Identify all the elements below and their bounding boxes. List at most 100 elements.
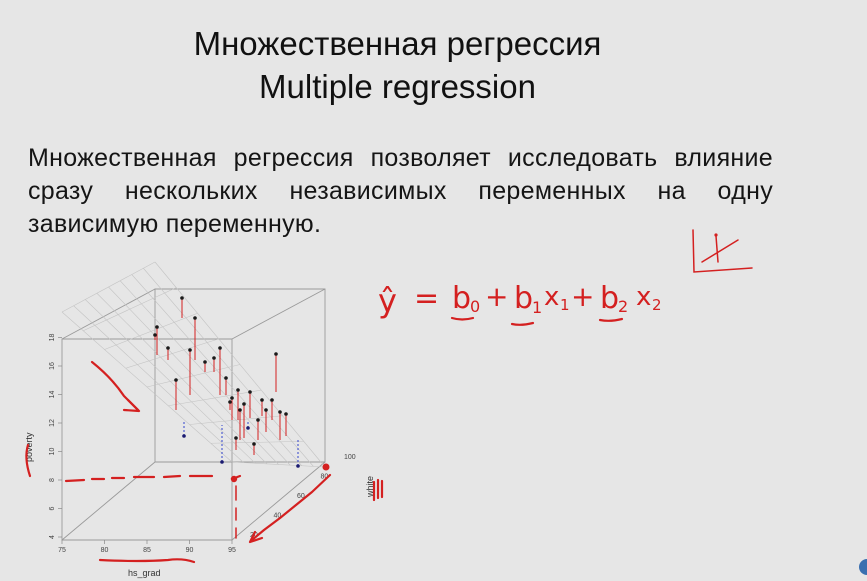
formula-b2: b — [600, 281, 619, 316]
plane-line — [154, 261, 326, 468]
data-point — [248, 390, 252, 394]
z-axis-ticks: 4 6 8 10 12 14 16 18 — [49, 334, 62, 539]
arrow-to-plane — [90, 360, 140, 412]
x-axis-ticks: 75 80 85 90 95 — [58, 540, 236, 554]
plane-line — [189, 415, 283, 425]
plane-line — [168, 389, 262, 407]
data-point — [236, 388, 240, 392]
z-tick-label: 18 — [49, 334, 56, 342]
formula-b1-subscript: 1 — [532, 298, 542, 317]
formula-b0-subscript: 0 — [470, 297, 480, 316]
x-tick-label: 75 — [58, 547, 66, 554]
data-points — [153, 296, 300, 468]
underline-b2 — [598, 317, 624, 322]
formula-b1: b — [514, 281, 533, 316]
dashed-line-horizontal — [64, 474, 214, 483]
x-axis-underline — [98, 558, 196, 564]
formula-plus-2: + — [571, 280, 594, 313]
z-tick-label: 16 — [49, 362, 56, 370]
data-point — [174, 378, 178, 382]
data-point — [234, 436, 238, 440]
z-tick-label: 8 — [49, 478, 56, 482]
data-point — [296, 464, 300, 468]
regression-plane-grid — [61, 261, 326, 468]
z-tick-label: 4 — [49, 535, 56, 539]
formula-b0: b — [452, 281, 471, 316]
x-tick-label: 80 — [101, 547, 109, 554]
x-tick-label: 90 — [186, 547, 194, 554]
y-tick-label: 60 — [297, 493, 305, 500]
formula-x2: x — [636, 282, 651, 312]
y-axis-arrow — [250, 473, 332, 542]
sketch-dot — [714, 233, 718, 237]
z-tick-label: 10 — [49, 448, 56, 456]
plane-line — [108, 286, 279, 465]
formula-equals: = — [414, 281, 439, 316]
data-point — [153, 333, 157, 337]
arrow-head — [122, 398, 141, 413]
x-axis-label: hs_grad — [128, 568, 161, 578]
data-point — [182, 434, 186, 438]
slide-body-text: Множественная регрессия позволяет исслед… — [28, 144, 773, 238]
formula-x2-subscript: 2 — [652, 296, 662, 314]
sketch-residual — [715, 235, 719, 263]
presenter-indicator — [859, 559, 867, 575]
formula-x1-subscript: 1 — [560, 296, 570, 314]
data-point — [166, 346, 170, 350]
data-point — [188, 348, 192, 352]
formula-b2-subscript: 2 — [618, 297, 628, 316]
data-point — [224, 376, 228, 380]
underline-b0 — [450, 316, 475, 321]
data-point — [270, 398, 274, 402]
formula-plus-1: + — [485, 280, 508, 313]
data-point — [260, 398, 264, 402]
y-tick-label: 80 — [321, 474, 329, 481]
formula-x1: x — [544, 282, 559, 312]
data-point — [242, 402, 246, 406]
data-point — [246, 426, 250, 430]
data-point — [238, 408, 242, 412]
plot-annotations — [25, 360, 384, 564]
plane-line — [231, 461, 326, 468]
sketch-line — [701, 239, 739, 263]
y-axis-label: white — [365, 476, 375, 498]
data-point — [155, 325, 159, 329]
z-tick-label: 14 — [49, 391, 56, 399]
plane-line — [119, 280, 291, 466]
y-tick-label: 100 — [344, 454, 356, 461]
data-point — [252, 442, 256, 446]
z-axis-label: poverty — [24, 432, 34, 462]
formula-y-hat: ŷ — [378, 282, 397, 320]
sketch-mini-plot — [692, 229, 753, 273]
data-point — [203, 360, 207, 364]
z-tick-label: 6 — [49, 506, 56, 510]
title-english: Multiple regression — [259, 68, 536, 105]
data-point — [228, 400, 232, 404]
y-axis-arrow-head — [248, 530, 264, 544]
title-russian: Множественная регрессия — [193, 25, 602, 62]
y-tick-label: 40 — [274, 513, 282, 520]
plane-line — [210, 441, 304, 444]
corner-point — [322, 463, 330, 471]
data-point — [284, 412, 288, 416]
plane-line — [131, 274, 302, 466]
data-point — [274, 352, 278, 356]
data-point — [180, 296, 184, 300]
data-point — [278, 410, 282, 414]
data-point — [256, 418, 260, 422]
data-point — [220, 460, 224, 464]
data-point — [218, 346, 222, 350]
data-point — [212, 356, 216, 360]
sketch-axes — [692, 229, 753, 273]
z-tick-label: 12 — [49, 419, 56, 427]
z-axis-mark — [25, 443, 32, 478]
slide-title: Множественная регрессия Multiple regress… — [0, 22, 795, 108]
regression-formula: ŷ = b 0 + b 1 x 1 + b 2 x 2 — [378, 280, 662, 326]
x-tick-label: 95 — [228, 547, 236, 554]
data-point — [230, 396, 234, 400]
data-point — [264, 408, 268, 412]
underline-b1 — [510, 321, 535, 326]
